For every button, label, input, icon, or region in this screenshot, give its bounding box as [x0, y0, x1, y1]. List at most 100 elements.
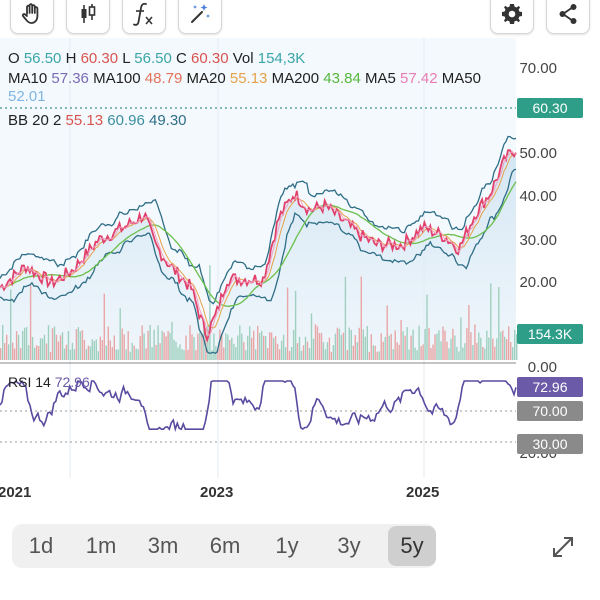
volume-bar	[364, 336, 366, 360]
range-3m-button[interactable]: 3m	[147, 533, 179, 558]
volume-bar	[326, 342, 329, 360]
volume-bar	[267, 348, 269, 360]
volume-bar	[133, 345, 135, 360]
settings-button[interactable]	[490, 0, 534, 34]
volume-bar	[47, 325, 50, 360]
volume-bar	[85, 349, 88, 360]
volume-bar	[272, 337, 275, 360]
volume-bar	[302, 345, 305, 360]
bollinger-mid-value: 55.13	[65, 112, 104, 129]
volume-bar	[49, 351, 52, 360]
bollinger-label: BB 20 2	[8, 112, 62, 129]
close-value: 60.30	[191, 50, 229, 67]
volume-bar	[193, 337, 195, 360]
volume-bar	[318, 333, 321, 360]
volume-bar	[0, 348, 2, 360]
price-chart[interactable]: O 56.50 H 60.30 L 56.50 C 60.30 Vol 154,…	[0, 38, 600, 510]
ma200-label: MA200	[271, 70, 320, 87]
volume-bar	[404, 335, 406, 360]
volume-bar	[241, 333, 243, 360]
volume-bar	[462, 347, 464, 360]
function-icon	[133, 2, 153, 26]
range-3y-button[interactable]: 3y	[337, 533, 361, 558]
share-button[interactable]	[546, 0, 590, 34]
volume-bar	[294, 290, 297, 360]
volume-bar	[418, 325, 420, 360]
volume-bar	[428, 328, 430, 360]
moving-average-legend: MA10 57.36 MA100 48.79 MA20 55.13 MA200 …	[8, 70, 556, 106]
hand-tool-button[interactable]	[10, 0, 54, 34]
gear-icon	[502, 4, 522, 24]
volume-bar	[440, 341, 442, 360]
volume-bar	[456, 346, 458, 360]
volume-bar	[67, 331, 70, 360]
volume-bar	[177, 347, 179, 360]
range-1d-button[interactable]: 1d	[28, 533, 54, 558]
volume-bar	[496, 338, 498, 360]
volume-bar	[25, 327, 28, 360]
volume-bar	[191, 334, 193, 360]
range-6m-button[interactable]: 6m	[209, 533, 241, 558]
volume-bar	[434, 334, 436, 360]
chart-type-button[interactable]	[66, 0, 110, 34]
volume-bar	[354, 335, 356, 360]
volume-bar	[322, 342, 325, 360]
bollinger-upper-line	[0, 135, 517, 305]
volume-bar	[141, 325, 143, 360]
volume-bar	[514, 329, 516, 360]
volume-bar	[384, 337, 386, 360]
range-5y-button[interactable]: 5y	[388, 526, 436, 566]
volume-bar	[432, 344, 434, 360]
volume-bar	[498, 287, 500, 360]
volume-bar	[412, 329, 414, 360]
bollinger-upper-value: 60.96	[107, 112, 145, 129]
volume-bar	[298, 336, 301, 360]
hand-icon	[21, 3, 39, 24]
volume-bar	[129, 351, 131, 360]
volume-bar	[500, 331, 502, 360]
volume-bar	[37, 346, 40, 360]
fullscreen-button[interactable]	[548, 532, 578, 562]
volume-bar	[257, 326, 259, 360]
ma-short-line	[0, 150, 517, 338]
volume-bar	[239, 325, 241, 360]
volume-bar	[113, 335, 115, 360]
volume-bar	[388, 335, 390, 360]
volume-bar	[2, 325, 4, 360]
volume-bar	[205, 327, 207, 360]
range-1m-button[interactable]: 1m	[85, 533, 117, 558]
rsi-legend: RSI 14 72.96	[8, 373, 90, 391]
volume-bar	[183, 350, 185, 360]
volume-bar	[81, 330, 84, 360]
volume-bar	[484, 348, 486, 360]
volume-bar	[109, 340, 111, 360]
price-line	[0, 149, 517, 343]
volume-bar	[83, 339, 86, 360]
indicators-button[interactable]	[122, 0, 166, 34]
chart-canvas[interactable]	[0, 38, 600, 510]
volume-bar	[35, 345, 38, 360]
volume-bar	[360, 276, 362, 360]
share-icon	[559, 4, 577, 24]
volume-bar	[488, 337, 490, 360]
volume-bar	[280, 340, 283, 360]
volume-bar	[380, 333, 382, 360]
bollinger-legend: BB 20 2 55.13 60.96 49.30	[8, 112, 187, 130]
volume-bar	[284, 347, 287, 360]
volume-bar	[189, 325, 191, 360]
volume-bar	[332, 345, 335, 360]
volume-bar	[59, 335, 62, 360]
volume-bar	[45, 343, 48, 360]
volume-bar	[91, 339, 93, 360]
rsi-axis-label: 0.00	[527, 359, 557, 376]
volume-bar	[87, 345, 90, 360]
volume-bar	[4, 343, 6, 360]
volume-bar	[207, 324, 209, 360]
volume-bar	[149, 324, 151, 360]
volume-bar	[400, 319, 402, 360]
rsi-label: RSI 14	[8, 374, 51, 390]
range-1y-button[interactable]: 1y	[275, 533, 299, 558]
volume-bar	[269, 332, 271, 360]
high-label: H	[65, 50, 77, 67]
magic-tools-button[interactable]	[178, 0, 222, 34]
